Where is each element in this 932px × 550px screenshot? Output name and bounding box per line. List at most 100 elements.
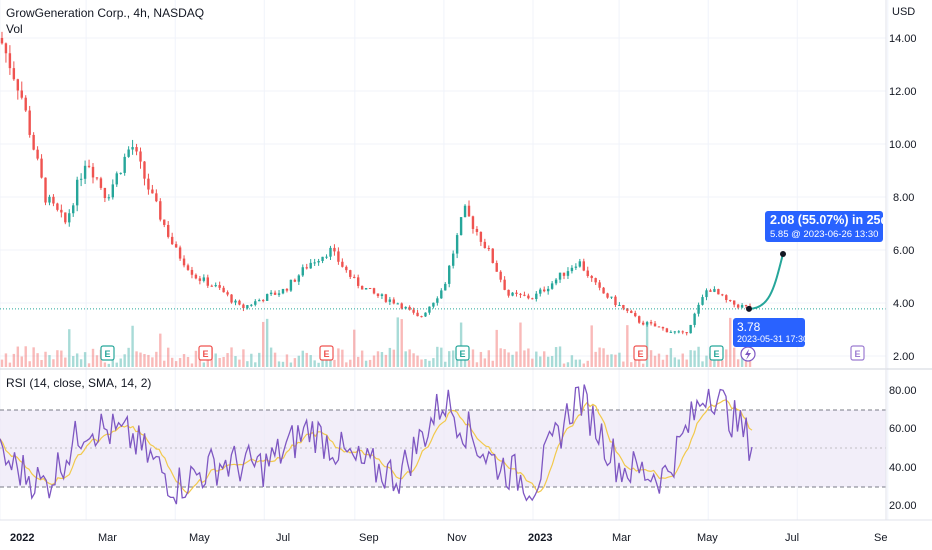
volume-bar (147, 354, 150, 367)
volume-bar (558, 346, 562, 367)
candle-body (52, 196, 55, 204)
volume-bar (689, 350, 692, 367)
earnings-marker-letter: E (323, 349, 329, 359)
lightning-icon[interactable] (740, 346, 756, 362)
volume-bar (103, 362, 107, 367)
volume-bar (305, 352, 308, 367)
volume-bar (451, 350, 455, 367)
candle-body (432, 302, 435, 307)
volume-bar (202, 362, 206, 367)
candle-body (36, 149, 39, 159)
candle-body (285, 288, 289, 291)
candle-body (151, 189, 154, 194)
earnings-marker[interactable]: E (455, 345, 470, 361)
candle-body (669, 331, 673, 333)
price-tick: 12.00 (889, 86, 917, 98)
volume-bar (289, 362, 293, 367)
volume-label: Vol (6, 22, 23, 36)
candle-body (570, 267, 574, 272)
earnings-marker[interactable]: E (633, 345, 648, 361)
volume-bar (610, 354, 613, 367)
volume-bar (554, 347, 558, 367)
candle-body (384, 294, 388, 302)
volume-bar (681, 353, 684, 367)
projection-curve (748, 253, 784, 310)
volume-bar (673, 357, 677, 367)
current-price-label[interactable]: 3.78 2023-05-31 17:30 (733, 318, 808, 347)
candle-body (0, 38, 4, 44)
rsi-band (0, 410, 886, 487)
candle-body (519, 293, 522, 295)
candle-body (8, 53, 12, 69)
earnings-marker[interactable]: E (198, 345, 213, 361)
volume-bar (645, 323, 649, 367)
candle-body (214, 285, 217, 287)
volume-bar (372, 355, 376, 367)
volume-bar (444, 361, 447, 367)
volume-bar (491, 360, 494, 367)
volume-bar (40, 359, 43, 367)
earnings-marker[interactable]: E (850, 345, 865, 361)
candle-body (356, 277, 360, 286)
earnings-marker-box (319, 345, 334, 361)
candle-body (87, 165, 91, 167)
volume-bar (16, 346, 20, 367)
volume-bar (262, 321, 265, 367)
earnings-marker[interactable]: E (100, 345, 115, 361)
volume-bar (313, 360, 316, 367)
candle-body (329, 247, 332, 257)
volume-bar (68, 329, 71, 367)
projection-label[interactable]: 2.08 (55.07%) in 25d 5.85 @ 2023-06-26 1… (765, 211, 883, 242)
volume-bar (570, 355, 574, 367)
volume-bar (432, 358, 435, 367)
volume-bar (170, 357, 174, 367)
volume-bar (614, 354, 617, 367)
candle-body (95, 177, 99, 179)
rsi-line (0, 384, 753, 505)
earnings-marker[interactable]: E (709, 345, 724, 361)
earnings-marker-box (709, 345, 724, 361)
earnings-marker[interactable]: E (319, 345, 334, 361)
candle-body (574, 266, 578, 268)
volume-bar (230, 347, 233, 367)
candle-body (143, 161, 146, 179)
time-label: Nov (447, 532, 467, 544)
volume-bar (226, 353, 229, 367)
time-label: Mar (612, 532, 631, 544)
volume-bar (527, 348, 530, 367)
volume-bar (44, 351, 47, 367)
volume-bar (8, 362, 12, 367)
candle-body (681, 331, 684, 333)
volume-bar (535, 351, 538, 367)
volume-bar (392, 349, 396, 367)
earnings-marker-box (633, 345, 648, 361)
volume-bar (483, 358, 487, 367)
volume-bar (384, 354, 388, 367)
volume-bar (178, 358, 182, 367)
price-candles[interactable] (0, 31, 752, 336)
candle-body (693, 313, 696, 325)
candle-body (709, 290, 712, 292)
earnings-marker-letter: E (637, 349, 643, 359)
volume-bar (20, 356, 23, 367)
candle-body (91, 166, 95, 178)
volume-bar (317, 362, 320, 367)
volume-bar (566, 362, 570, 367)
earnings-marker-box (198, 345, 213, 361)
volume-bar (119, 358, 122, 367)
candle-body (448, 265, 451, 284)
candle-body (79, 178, 83, 180)
candle-body (558, 272, 562, 280)
volume-bar (135, 351, 138, 367)
volume-bar (368, 359, 372, 367)
candle-body (491, 248, 494, 263)
time-label: Se (874, 532, 888, 544)
candle-body (218, 285, 221, 288)
volume-bar (487, 350, 490, 367)
volume-bar (107, 363, 111, 367)
rsi-tick: 40.00 (889, 462, 917, 474)
time-label: Jul (276, 532, 291, 544)
candle-body (293, 279, 297, 282)
